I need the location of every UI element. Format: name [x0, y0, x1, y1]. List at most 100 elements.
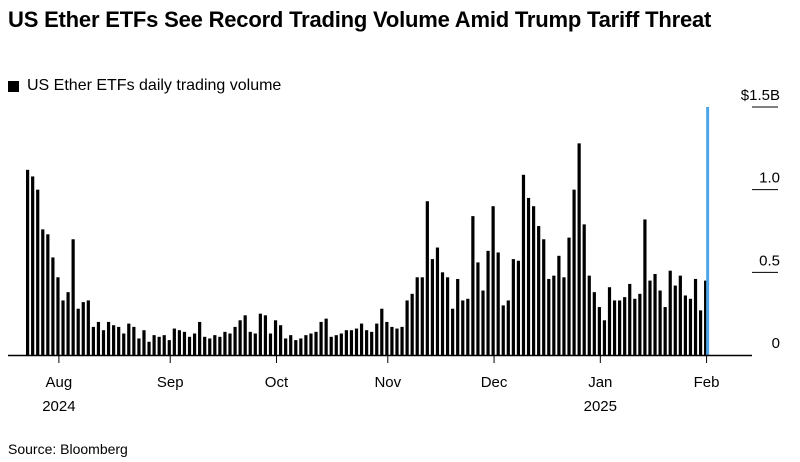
bar — [112, 325, 116, 355]
bar — [456, 278, 460, 355]
bar — [395, 328, 399, 355]
bar — [628, 283, 632, 355]
bar — [86, 300, 90, 355]
bar — [577, 143, 581, 355]
bar — [172, 328, 176, 355]
bar — [41, 229, 45, 355]
bar — [208, 338, 212, 355]
bar — [562, 277, 566, 355]
bar — [542, 239, 546, 355]
y-tick-label: 0 — [772, 335, 780, 352]
bar — [415, 277, 419, 355]
bar — [466, 298, 470, 355]
source-note: Source: Bloomberg — [8, 441, 128, 457]
bar — [238, 320, 242, 355]
bar — [319, 321, 323, 355]
bar — [557, 255, 561, 355]
bar — [430, 259, 434, 355]
bar — [476, 262, 480, 355]
bar — [653, 273, 657, 355]
bar — [496, 252, 500, 355]
bar — [365, 330, 369, 355]
bar — [435, 247, 440, 355]
bar — [324, 318, 328, 355]
bar — [673, 285, 677, 355]
bar — [491, 206, 495, 355]
bar — [203, 336, 207, 355]
bar — [218, 336, 222, 355]
x-tick-year-label: 2025 — [584, 398, 617, 415]
bar — [233, 326, 237, 355]
bar — [167, 340, 171, 355]
bar — [344, 330, 348, 355]
bar — [516, 260, 521, 355]
bar — [51, 257, 55, 355]
bar — [314, 331, 318, 355]
bar — [117, 326, 121, 355]
bar — [71, 239, 75, 355]
bar — [683, 295, 687, 355]
bar — [106, 321, 111, 355]
bar — [31, 176, 35, 355]
bar — [91, 326, 95, 355]
bar — [481, 290, 485, 355]
bar — [213, 335, 217, 355]
bar — [410, 293, 414, 355]
bar — [263, 315, 268, 355]
bar — [273, 320, 278, 355]
bar — [132, 326, 136, 355]
bar — [390, 326, 394, 355]
bar — [243, 315, 247, 355]
x-tick-label: Sep — [157, 374, 184, 391]
bar — [253, 333, 257, 355]
bar — [375, 323, 379, 355]
bar — [501, 305, 505, 355]
bar — [142, 330, 146, 355]
bar — [704, 280, 708, 355]
bar — [122, 333, 126, 355]
bar — [137, 338, 141, 355]
legend: US Ether ETFs daily trading volume — [8, 76, 281, 96]
bar — [506, 300, 510, 355]
bar — [359, 323, 364, 355]
bar — [537, 226, 541, 355]
bar — [248, 331, 252, 355]
bar — [223, 331, 227, 355]
x-tick-label: Nov — [374, 374, 401, 391]
bar — [96, 321, 101, 355]
bar — [182, 331, 187, 355]
bar — [440, 272, 445, 355]
bar — [698, 310, 703, 355]
bar — [36, 189, 40, 355]
bar — [46, 234, 50, 355]
bar — [587, 275, 591, 355]
y-tick-label: 1.0 — [759, 170, 780, 187]
bar — [380, 308, 384, 355]
bar — [658, 290, 662, 355]
bar — [668, 270, 672, 355]
bar — [425, 201, 429, 355]
bar — [618, 300, 622, 355]
bar — [693, 278, 698, 355]
bar — [81, 302, 85, 355]
bar — [258, 313, 262, 355]
bar — [289, 335, 293, 355]
bar — [147, 341, 151, 355]
bar — [76, 308, 80, 355]
bar — [56, 277, 60, 355]
bar — [354, 328, 359, 355]
bar — [678, 275, 682, 355]
bar — [643, 219, 647, 355]
bar — [688, 298, 693, 355]
bar — [299, 338, 303, 355]
bar — [339, 333, 343, 355]
bar — [471, 216, 475, 355]
chart-title: US Ether ETFs See Record Trading Volume … — [8, 7, 712, 32]
legend-swatch — [8, 80, 19, 92]
bar — [526, 197, 531, 355]
bar — [284, 338, 288, 355]
x-tick-label: Feb — [694, 374, 720, 391]
bar — [309, 333, 313, 355]
bar — [268, 333, 273, 355]
